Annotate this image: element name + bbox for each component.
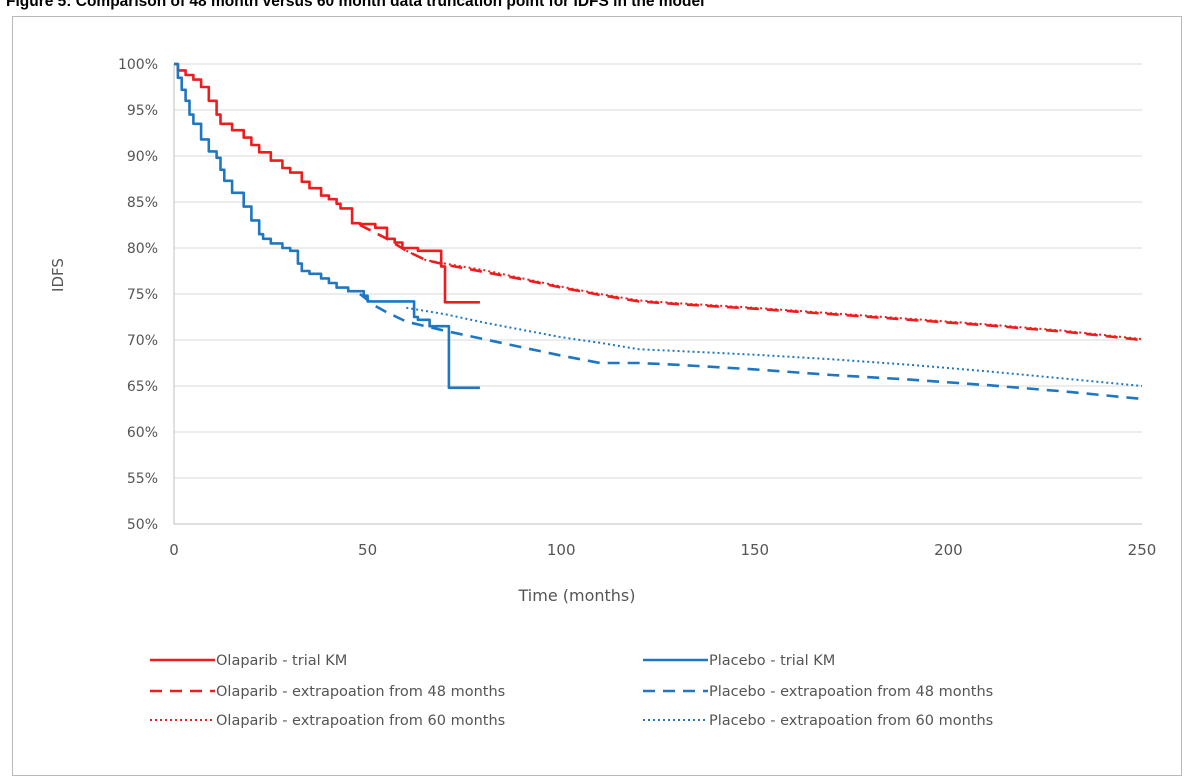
series-line-placebo-trial-km [174,64,480,388]
x-tick-label: 200 [934,541,963,559]
series-lines [174,64,1142,399]
y-tick-label: 100% [118,57,158,73]
axes: 50% 55% 60% 65% 70% 75% 80% 85% 90% 95% 100% 0 50 100… [118,57,1156,559]
x-tick-label: 150 [740,541,769,559]
y-tick-label: 85% [127,195,158,211]
x-tick-label: 100 [547,541,576,559]
legend-label: Placebo - extrapoation from 48 months [709,684,993,700]
legend-label: Olaparib - extrapoation from 60 months [216,713,505,729]
y-tick-label: 70% [127,333,158,349]
y-tick-label: 60% [127,425,158,441]
y-tick-label: 80% [127,241,158,257]
legend-label: Placebo - extrapoation from 60 months [709,713,993,729]
legend-label: Olaparib - extrapoation from 48 months [216,684,505,700]
gridlines [174,64,1142,478]
y-tick-label: 50% [127,517,158,533]
series-line-olaparib-extrapoation-from-48-months [360,225,1142,340]
legend-label: Olaparib - trial KM [216,653,347,669]
y-tick-label: 75% [127,287,158,303]
y-tick-label: 95% [127,103,158,119]
x-axis-label: Time (months) [518,586,636,605]
x-tick-label: 0 [169,541,179,559]
legend-label: Placebo - trial KM [709,653,835,669]
x-tick-label: 250 [1128,541,1157,559]
y-tick-label: 55% [127,471,158,487]
x-tick-label: 50 [358,541,377,559]
y-tick-label: 65% [127,379,158,395]
series-line-olaparib-trial-km [174,64,480,302]
idfs-line-chart: 50% 55% 60% 65% 70% 75% 80% 85% 90% 95% 100% 0 50 100… [0,0,1184,756]
y-axis-label: IDFS [49,258,67,292]
y-tick-label: 90% [127,149,158,165]
legend: Olaparib - trial KM Placebo - trial KM Ola… [150,653,993,729]
series-line-olaparib-extrapoation-from-60-months [406,251,1142,339]
